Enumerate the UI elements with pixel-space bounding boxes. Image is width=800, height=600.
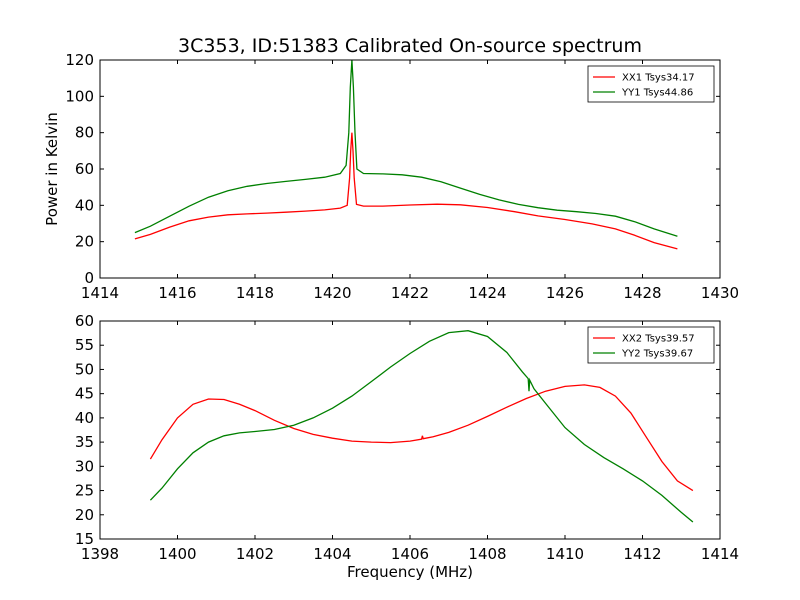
y-tick-label: 20 xyxy=(75,233,94,251)
legend-box xyxy=(587,65,715,103)
legend-entry: XX2 Tsys39.57 xyxy=(622,334,695,345)
series-line-xx1 xyxy=(134,132,678,250)
legend-entry: YY1 Tsys44.86 xyxy=(621,88,693,99)
y-tick-label: 80 xyxy=(75,124,94,142)
series-line-yy2 xyxy=(149,330,694,523)
x-tick-label: 1410 xyxy=(546,545,584,563)
x-tick-label: 1420 xyxy=(313,284,351,302)
y-tick-label: 30 xyxy=(75,457,94,475)
y-tick-label: 120 xyxy=(65,51,94,69)
legend: XX2 Tsys39.57 YY2 Tsys39.67 xyxy=(587,326,715,364)
x-tick-label: 1406 xyxy=(391,545,429,563)
x-tick-label: 1418 xyxy=(236,284,274,302)
x-tick-label: 1402 xyxy=(236,545,274,563)
y-tick-label: 55 xyxy=(75,336,94,354)
legend-box xyxy=(587,326,715,364)
y-tick-label: 60 xyxy=(75,312,94,330)
x-tick-label: 1400 xyxy=(158,545,196,563)
subplot-2: 1398 1400 1402 1404 1406 1408 1410 1412 1414 15 20… xyxy=(75,312,739,581)
series-line-yy1 xyxy=(134,59,678,237)
x-tick-label: 1430 xyxy=(701,284,739,302)
y-tick-label: 40 xyxy=(75,196,94,214)
x-tick-label: 1428 xyxy=(623,284,661,302)
legend: XX1 Tsys34.17 YY1 Tsys44.86 xyxy=(587,65,715,103)
y-tick-label: 20 xyxy=(75,506,94,524)
x-tick-label: 1408 xyxy=(468,545,506,563)
x-tick-label: 1426 xyxy=(546,284,584,302)
x-tick-label: 1414 xyxy=(81,284,119,302)
plot-layer: 1414 1416 1418 1420 1422 1424 1426 1428 1430 0 20 4… xyxy=(43,51,739,581)
legend-entry: XX1 Tsys34.17 xyxy=(622,73,695,84)
x-tick-label: 1424 xyxy=(468,284,506,302)
x-tick-label: 1416 xyxy=(158,284,196,302)
figure-title: 3C353, ID:51383 Calibrated On-source spe… xyxy=(178,35,642,57)
x-tick-label: 1398 xyxy=(81,545,119,563)
x-tick-label: 1412 xyxy=(623,545,661,563)
y-tick-label: 50 xyxy=(75,360,94,378)
legend-entry: YY2 Tsys39.67 xyxy=(621,349,693,360)
subplot-1: 1414 1416 1418 1420 1422 1424 1426 1428 1430 0 20 4… xyxy=(43,51,739,302)
y-tick-label: 0 xyxy=(84,269,94,287)
y-tick-label: 25 xyxy=(75,482,94,500)
y-axis-label: Power in Kelvin xyxy=(43,112,61,226)
series-line-xx2 xyxy=(149,384,694,492)
x-tick-label: 1414 xyxy=(701,545,739,563)
y-tick-label: 100 xyxy=(65,87,94,105)
y-tick-label: 60 xyxy=(75,160,94,178)
x-tick-label: 1404 xyxy=(313,545,351,563)
y-tick-label: 45 xyxy=(75,385,94,403)
y-tick-label: 15 xyxy=(75,530,94,548)
x-axis-label: Frequency (MHz) xyxy=(347,563,473,581)
y-tick-label: 40 xyxy=(75,409,94,427)
y-tick-label: 35 xyxy=(75,433,94,451)
x-tick-label: 1422 xyxy=(391,284,429,302)
